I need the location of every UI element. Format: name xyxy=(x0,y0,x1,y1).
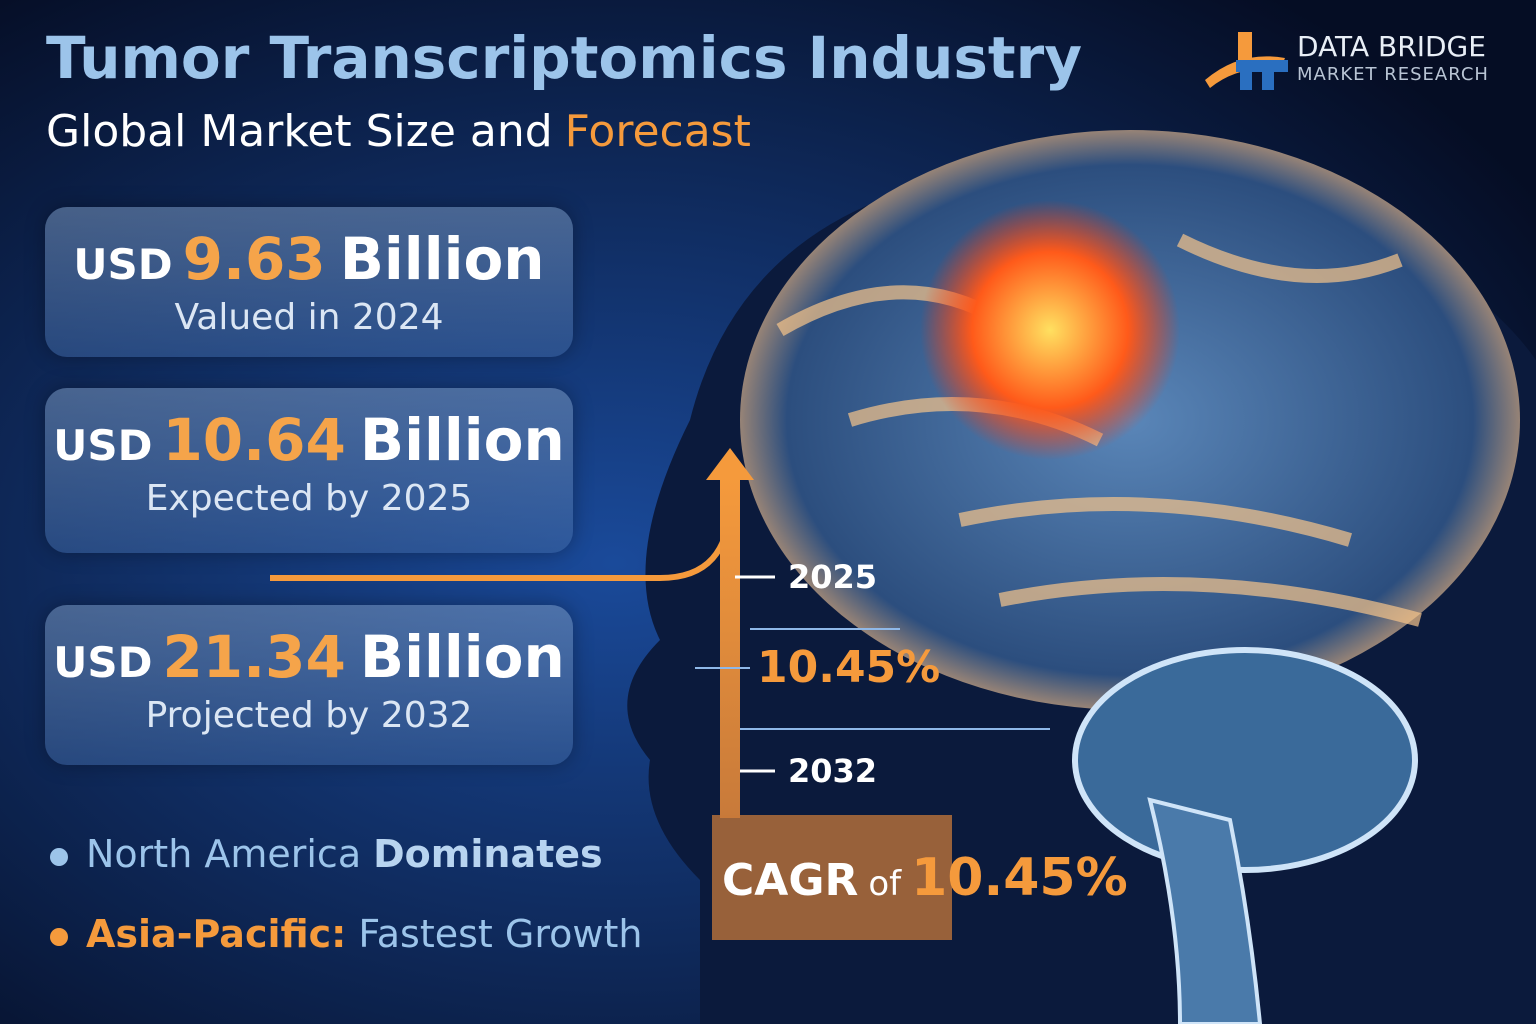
logo-mark xyxy=(1205,32,1288,90)
tumor xyxy=(920,200,1180,460)
bullet-emphasis: Asia-Pacific: xyxy=(86,912,347,956)
unit: Billion xyxy=(359,406,565,474)
bullet-dot xyxy=(50,847,68,866)
stat-card: USD 10.64 Billion Expected by 2025 xyxy=(45,388,573,553)
stat-value: USD 9.63 Billion xyxy=(45,225,573,293)
currency: USD xyxy=(53,421,153,470)
stat-caption: Expected by 2025 xyxy=(145,478,473,519)
currency: USD xyxy=(73,240,173,289)
subtitle-text: Global Market Size and xyxy=(46,106,553,157)
stat-card: USD 9.63 Billion Valued in 2024 xyxy=(45,207,573,357)
cagr-joiner: of xyxy=(868,864,902,904)
logo-tagline: MARKET RESEARCH xyxy=(1297,64,1489,85)
amount: 21.34 xyxy=(162,623,346,691)
bullet: North America Dominates xyxy=(50,832,603,876)
subtitle-highlight: Forecast xyxy=(564,106,751,157)
cagr: CAGR of 10.45% xyxy=(722,848,1128,908)
cerebellum xyxy=(1072,647,1418,873)
stat-value: USD 10.64 Billion xyxy=(45,406,573,474)
logo-name: DATA BRIDGE xyxy=(1297,30,1486,63)
cagr-box xyxy=(712,815,952,940)
amount: 9.63 xyxy=(182,225,326,293)
cagr-value: 10.45% xyxy=(911,848,1128,908)
amount: 10.64 xyxy=(162,406,346,474)
growth-bar xyxy=(720,478,740,818)
cagr-label: CAGR xyxy=(722,855,859,906)
title: Tumor Transcriptomics Industry xyxy=(46,24,1083,92)
arrow-head xyxy=(706,448,754,480)
currency: USD xyxy=(53,638,153,687)
brain-stem xyxy=(1147,797,1263,1024)
stat-value: USD 21.34 Billion xyxy=(45,623,573,691)
bullet: Asia-Pacific: Fastest Growth xyxy=(50,912,642,956)
stat-card: USD 21.34 Billion Projected by 2032 xyxy=(45,605,573,765)
stat-caption: Projected by 2032 xyxy=(145,695,473,736)
unit: Billion xyxy=(339,225,545,293)
timeline-rate: 10.45% xyxy=(757,642,941,693)
bullet-dot xyxy=(50,927,68,946)
bullet-text: North America xyxy=(86,832,362,876)
bullet-text: Fastest Growth xyxy=(358,912,643,956)
timeline-label: 2032 xyxy=(788,752,878,790)
stat-caption: Valued in 2024 xyxy=(174,297,444,338)
bullet-emphasis: Dominates xyxy=(373,832,603,876)
timeline-label: 2025 xyxy=(788,558,878,596)
subtitle: Global Market Size and Forecast xyxy=(46,106,751,157)
unit: Billion xyxy=(359,623,565,691)
